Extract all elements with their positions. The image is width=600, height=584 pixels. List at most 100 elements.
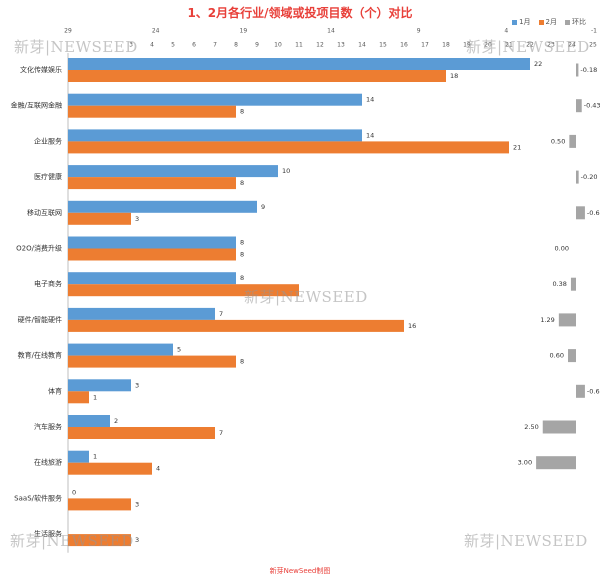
data-label-jan: 8 — [240, 274, 244, 282]
bar-feb — [68, 534, 131, 547]
secondary-axis-tick: 4 — [504, 28, 508, 35]
data-label-feb: 21 — [513, 143, 521, 151]
primary-axis-tick: 25 — [589, 42, 597, 49]
primary-axis-tick: 11 — [295, 42, 303, 49]
legend-item-feb: 2月 — [538, 17, 557, 27]
data-label-ratio: 2.50 — [524, 423, 538, 431]
chart-title: 1、2月各行业/领域或投项目数（个）对比 — [187, 6, 413, 20]
secondary-axis-tick: -1 — [591, 28, 597, 35]
primary-axis-tick: 3 — [129, 42, 133, 49]
bar-ratio — [576, 99, 582, 113]
bar-jan — [68, 200, 257, 213]
bar-ratio — [576, 384, 585, 398]
primary-axis-tick: 22 — [526, 42, 534, 49]
primary-axis-tick: 10 — [274, 42, 282, 49]
bar-feb — [68, 141, 509, 154]
primary-axis-tick: 16 — [400, 42, 408, 49]
category-label: O2O/消费升级 — [16, 244, 62, 253]
bar-jan — [68, 343, 173, 356]
data-label-jan: 0 — [72, 488, 76, 496]
watermark-bottom-left: 新芽|NEWSEED — [10, 532, 134, 550]
bar-feb — [68, 355, 236, 368]
legend-label-ratio: 环比 — [572, 18, 586, 26]
category-label: 金融/互联网金融 — [11, 101, 62, 110]
primary-axis-tick: 19 — [463, 42, 471, 49]
category-label: 在线旅游 — [34, 458, 62, 467]
primary-axis-tick: 8 — [234, 42, 238, 49]
data-label-feb: 8 — [240, 108, 244, 116]
secondary-axis-tick: 14 — [327, 28, 335, 35]
bar-feb — [68, 70, 446, 82]
data-label-feb: 8 — [240, 179, 244, 187]
bar-ratio — [542, 420, 576, 434]
data-label-ratio: 0.50 — [551, 137, 565, 145]
category-label: 汽车服务 — [34, 422, 62, 431]
bar-jan — [68, 93, 362, 106]
data-label-feb: 7 — [219, 429, 223, 437]
bar-ratio — [569, 134, 576, 148]
data-label-feb: 8 — [240, 358, 244, 366]
legend-label-feb: 2月 — [545, 18, 557, 26]
primary-axis-tick: 15 — [379, 42, 387, 49]
category-label: 硬件/智能硬件 — [18, 315, 62, 324]
category-label: 企业服务 — [34, 136, 62, 145]
bar-jan — [68, 129, 362, 142]
primary-axis-tick: 24 — [568, 42, 576, 49]
bar-jan — [68, 450, 89, 463]
watermark-top-right: 新芽|NEWSEED — [466, 38, 590, 56]
category-label: SaaS/软件服务 — [14, 493, 62, 502]
category-label: 文化传媒娱乐 — [20, 65, 62, 74]
data-label-jan: 9 — [261, 203, 265, 211]
data-label-ratio: 0.38 — [552, 280, 566, 288]
data-label-ratio: 1.29 — [540, 316, 554, 324]
bar-feb — [68, 427, 215, 439]
data-label-feb: 3 — [135, 215, 139, 223]
bar-jan — [68, 165, 278, 178]
bar-jan — [68, 58, 530, 70]
data-label-feb: 3 — [135, 536, 139, 544]
data-label-ratio: 0.60 — [550, 352, 564, 360]
data-label-jan: 5 — [177, 346, 181, 354]
legend-swatch-jan — [512, 19, 518, 25]
category-label: 医疗健康 — [34, 172, 62, 181]
bar-feb — [68, 248, 236, 261]
data-label-jan: 14 — [366, 131, 374, 139]
data-label-ratio: -0.18 — [580, 66, 597, 74]
data-label-feb: 3 — [135, 500, 139, 508]
primary-axis-tick: 17 — [421, 42, 429, 49]
data-label-jan: 8 — [240, 239, 244, 247]
legend-swatch-ratio — [565, 19, 570, 25]
data-label-ratio: -0.20 — [581, 173, 598, 181]
bar-feb — [68, 498, 131, 511]
bar-jan — [68, 415, 110, 427]
legend-label-jan: 1月 — [519, 18, 531, 26]
legend-item-jan: 1月 — [512, 17, 531, 27]
bar-ratio — [570, 277, 576, 291]
category-label: 移动互联网 — [27, 208, 62, 217]
legend-item-ratio: 环比 — [565, 17, 586, 27]
secondary-axis-tick: 24 — [152, 28, 160, 35]
data-label-feb: 4 — [156, 465, 160, 473]
bar-feb — [68, 284, 299, 297]
legend: 1月 2月 环比 — [512, 17, 586, 27]
bar-feb — [68, 319, 404, 332]
data-label-feb: 18 — [450, 72, 458, 80]
data-label-jan: 7 — [219, 310, 223, 318]
source-caption: 新芽NewSeed制图 — [269, 567, 331, 575]
bar-jan — [68, 272, 236, 285]
primary-axis-tick: 9 — [255, 42, 259, 49]
bar-feb — [68, 391, 89, 404]
category-label: 教育/在线教育 — [18, 351, 62, 360]
data-label-feb: 16 — [408, 322, 416, 330]
watermark-bottom-right: 新芽|NEWSEED — [464, 532, 588, 550]
primary-axis-tick: 13 — [337, 42, 345, 49]
primary-axis-tick: 14 — [358, 42, 366, 49]
data-label-ratio: 0.00 — [555, 245, 569, 253]
bar-jan — [68, 307, 215, 320]
data-label-feb: 8 — [240, 251, 244, 259]
bar-ratio — [536, 456, 576, 470]
data-label-ratio: -0.43 — [584, 102, 600, 110]
data-label-jan: 22 — [534, 60, 542, 68]
